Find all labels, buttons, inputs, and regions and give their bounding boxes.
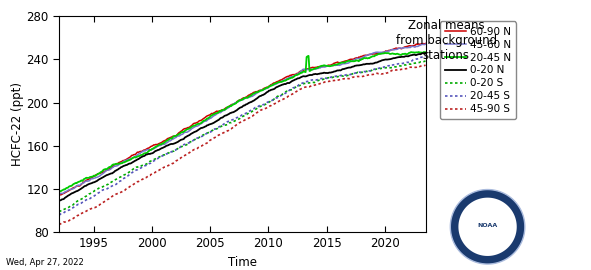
Text: Wed, Apr 27, 2022: Wed, Apr 27, 2022 (6, 258, 84, 267)
Polygon shape (459, 198, 517, 256)
Text: NOAA: NOAA (478, 223, 498, 228)
Y-axis label: HCFC-22 (ppt): HCFC-22 (ppt) (11, 82, 24, 166)
X-axis label: Time: Time (228, 256, 257, 269)
Legend: 60-90 N, 45-60 N, 20-45 N, 0-20 N, 0-20 S, 20-45 S, 45-90 S: 60-90 N, 45-60 N, 20-45 N, 0-20 N, 0-20 … (440, 22, 516, 119)
Polygon shape (450, 190, 525, 264)
Text: Zonal means
from background
stations: Zonal means from background stations (395, 19, 497, 62)
